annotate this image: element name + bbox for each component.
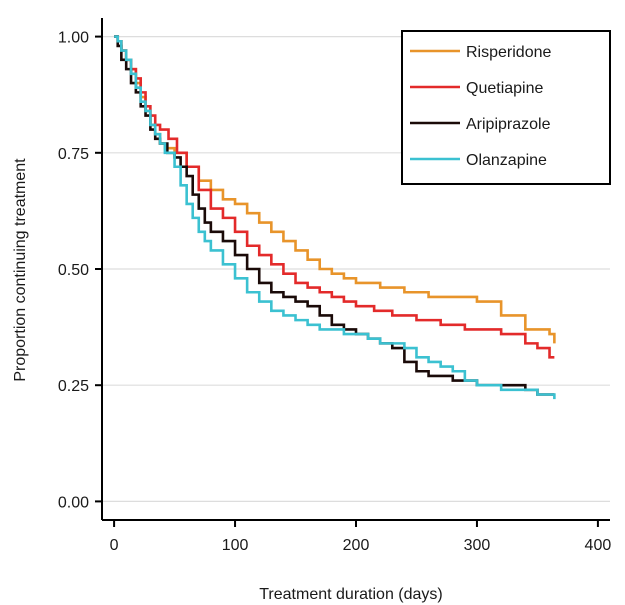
legend-label-aripiprazole: Aripiprazole: [466, 116, 551, 133]
y-tick-label-0: 0.00: [58, 494, 89, 511]
x-tick-label-0: 0: [110, 537, 119, 554]
y-axis-title: Proportion continuing treatment: [12, 158, 29, 382]
series-line-olanzapine: [114, 35, 556, 400]
series-line-aripiprazole: [114, 35, 555, 396]
x-tick-label-1: 100: [222, 537, 249, 554]
series-layer: [114, 35, 556, 400]
legend-label-quetiapine: Quetiapine: [466, 80, 543, 97]
x-axis-title: Treatment duration (days): [259, 586, 442, 603]
x-tick-label-2: 200: [343, 537, 370, 554]
y-tick-label-3: 0.75: [58, 146, 89, 163]
x-tick-label-3: 300: [464, 537, 491, 554]
y-tick-label-4: 1.00: [58, 30, 89, 47]
x-tick-label-4: 400: [585, 537, 612, 554]
series-line-quetiapine: [114, 35, 555, 359]
y-tick-label-2: 0.50: [58, 262, 89, 279]
y-tick-label-1: 0.25: [58, 378, 89, 395]
x-axis-ticks: 0 100 200 300 400: [110, 520, 612, 554]
legend: Risperidone Quetiapine Aripiprazole Olanzap…: [401, 30, 611, 185]
y-axis-ticks: 0.00 0.25 0.50 0.75 1.00: [58, 30, 102, 511]
legend-label-olanzapine: Olanzapine: [466, 152, 547, 169]
legend-label-risperidone: Risperidone: [466, 44, 551, 61]
